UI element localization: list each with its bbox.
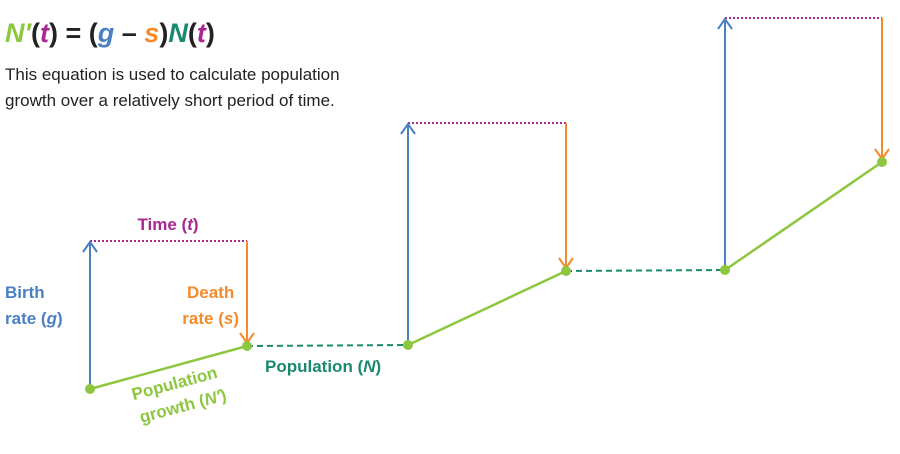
time-label: Time (t)	[137, 215, 198, 234]
population-label: Population (N)	[265, 357, 381, 376]
text-part: )	[218, 385, 228, 405]
text-part: t	[187, 215, 194, 234]
text-part: )	[233, 309, 239, 328]
text-part: s	[224, 309, 233, 328]
text-part: )	[206, 18, 215, 48]
growth-label-text: Population growth (N′)	[130, 362, 231, 427]
death-label: Death rate (s)	[182, 283, 239, 328]
text-part: –	[114, 18, 144, 48]
growth-label: Population growth (N′)	[130, 362, 231, 427]
text-part: rate (	[5, 309, 47, 328]
text-part: g	[97, 18, 115, 48]
text-part: (	[188, 18, 197, 48]
text-part: N′	[5, 18, 32, 48]
text-part: Birth	[5, 283, 45, 302]
text-part: Time (	[137, 215, 187, 234]
text-part: t	[197, 18, 207, 48]
birth-label: Birth rate (g)	[5, 283, 63, 328]
text-part: N	[363, 357, 376, 376]
description: growth over a relatively short period of…	[5, 91, 335, 110]
text-part: )	[159, 18, 168, 48]
text-part: ) = (	[49, 18, 98, 48]
text-part: (	[31, 18, 40, 48]
text-part: N′	[202, 387, 224, 410]
equation: N′(t) = (g – s)N(t)	[5, 18, 215, 48]
description: This equation is used to calculate popul…	[5, 65, 340, 84]
text-part: rate (	[182, 309, 224, 328]
text-part: )	[57, 309, 63, 328]
arrows	[82, 17, 890, 394]
text-part: t	[40, 18, 50, 48]
text-part: g	[46, 309, 58, 328]
text-part: Population (	[265, 357, 364, 376]
text-part: N	[168, 18, 188, 48]
text-part: Death	[187, 283, 234, 302]
text-part: )	[376, 357, 382, 376]
text-part: )	[193, 215, 199, 234]
text-part: s	[144, 18, 159, 48]
